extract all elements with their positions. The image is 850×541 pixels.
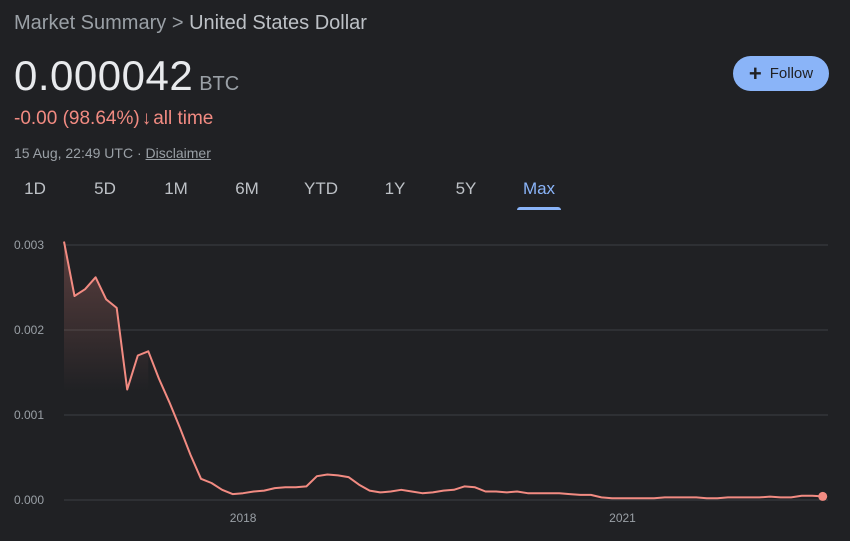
breadcrumb-separator: > bbox=[171, 12, 184, 34]
x-tick-label: 2018 bbox=[230, 511, 257, 525]
breadcrumb: Market Summary > United States Dollar bbox=[14, 12, 367, 35]
tab-1m[interactable]: 1M bbox=[164, 179, 188, 198]
price-value: 0.000042 bbox=[14, 52, 194, 99]
tab-6m[interactable]: 6M bbox=[235, 179, 259, 198]
tab-1d[interactable]: 1D bbox=[24, 179, 46, 198]
tab-ytd[interactable]: YTD bbox=[304, 179, 338, 198]
change-value: -0.00 (98.64%) bbox=[14, 108, 140, 129]
chart-area-fill bbox=[64, 241, 149, 392]
y-tick-label: 0.000 bbox=[14, 493, 44, 507]
y-tick-label: 0.003 bbox=[14, 238, 44, 252]
breadcrumb-current: United States Dollar bbox=[189, 12, 367, 34]
current-value-dot bbox=[818, 491, 828, 501]
breadcrumb-parent-link[interactable]: Market Summary bbox=[14, 12, 167, 34]
timestamp: 15 Aug, 22:49 UTC bbox=[14, 145, 134, 161]
quote-meta: 15 Aug, 22:49 UTC · Disclaimer bbox=[14, 145, 211, 161]
price-unit: BTC bbox=[199, 73, 240, 95]
y-tick-label: 0.001 bbox=[14, 408, 44, 422]
meta-separator: · bbox=[136, 145, 142, 161]
tab-5y[interactable]: 5Y bbox=[455, 179, 477, 198]
chart-series-line bbox=[63, 241, 823, 500]
arrow-down-icon: ↓ bbox=[141, 108, 152, 129]
y-tick-label: 0.002 bbox=[14, 323, 44, 337]
x-tick-label: 2021 bbox=[609, 511, 636, 525]
disclaimer-link[interactable]: Disclaimer bbox=[145, 145, 211, 161]
price-display: 0.000042 BTC bbox=[14, 52, 239, 100]
price-change: -0.00 (98.64%) ↓ all time bbox=[14, 108, 213, 130]
tab-max[interactable]: Max bbox=[517, 176, 561, 210]
tab-5d[interactable]: 5D bbox=[94, 179, 116, 198]
tab-1y[interactable]: 1Y bbox=[384, 179, 406, 198]
follow-label: Follow bbox=[769, 65, 814, 82]
change-period: all time bbox=[153, 108, 214, 129]
plus-icon: + bbox=[748, 60, 762, 86]
follow-button[interactable]: + Follow bbox=[733, 56, 829, 91]
